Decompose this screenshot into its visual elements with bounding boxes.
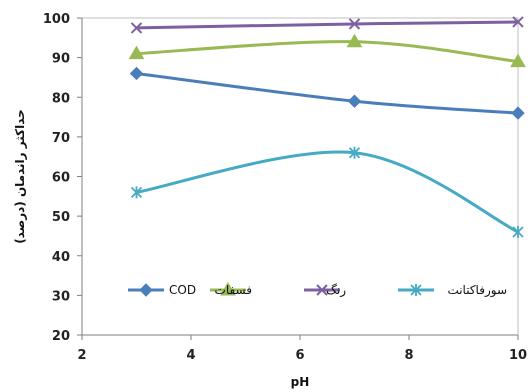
diamond-marker <box>511 106 525 120</box>
y-tick-label: 90 <box>52 52 70 67</box>
y-axis-title: حداکثر راندمان (درصد) <box>13 109 27 244</box>
x-marker <box>512 16 524 28</box>
triangle-marker <box>346 33 363 48</box>
legend-label: سورفاکتانت <box>447 283 507 298</box>
legend-label: COD <box>169 283 196 297</box>
x-tick-label: 2 <box>77 348 86 363</box>
y-tick-label: 40 <box>52 250 70 265</box>
y-tick-label: 30 <box>52 289 70 304</box>
diamond-marker <box>129 66 144 81</box>
x-axis-ticks: 2 4 6 8 10 <box>77 335 527 363</box>
x-tick-label: 6 <box>295 348 304 363</box>
x-marker <box>348 18 361 30</box>
x-axis-title: pH <box>291 375 310 389</box>
y-tick-label: 70 <box>52 131 70 146</box>
star-marker <box>130 186 143 199</box>
legend-item: فسفات <box>210 282 252 297</box>
triangle-marker <box>128 45 145 60</box>
x-tick-label: 10 <box>509 348 527 363</box>
diamond-marker <box>139 283 153 297</box>
series-lines <box>135 20 520 234</box>
legend-item: سورفاکتانت <box>398 283 507 298</box>
x-tick-label: 4 <box>186 348 195 363</box>
x-marker <box>130 22 143 34</box>
y-tick-label: 100 <box>43 12 70 27</box>
legend-item: COD <box>128 283 196 297</box>
diamond-marker <box>347 94 362 108</box>
legend-label: رنگ <box>326 283 346 298</box>
legend: COD فسفات رنگ سورفاکتانت <box>128 282 507 298</box>
series-line <box>135 20 520 30</box>
triangle-marker <box>220 282 236 296</box>
legend-item: رنگ <box>304 283 346 298</box>
triangle-marker <box>510 53 526 68</box>
star-marker <box>512 225 524 238</box>
y-tick-label: 50 <box>52 210 70 225</box>
y-tick-label: 60 <box>52 171 70 186</box>
series-line <box>135 40 520 64</box>
x-tick-label: 8 <box>404 348 413 363</box>
star-marker <box>348 146 361 159</box>
series-line <box>135 150 520 234</box>
series-markers <box>128 16 526 238</box>
y-axis-ticks: 20 30 40 50 60 70 80 90 100 <box>43 12 82 344</box>
x-marker <box>316 284 328 296</box>
star-marker <box>410 284 422 296</box>
legend-label: فسفات <box>215 283 252 297</box>
series-line <box>135 71 520 115</box>
y-tick-label: 80 <box>52 91 70 106</box>
y-tick-label: 20 <box>52 329 70 344</box>
